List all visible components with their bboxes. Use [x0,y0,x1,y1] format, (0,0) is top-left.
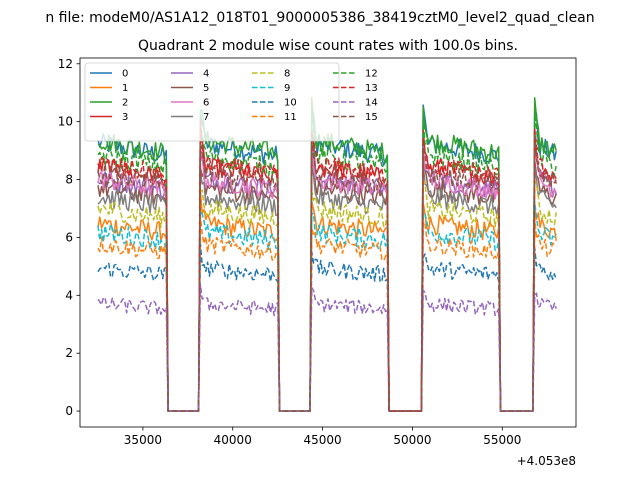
y-tick-label: 4 [65,288,73,302]
x-offset-text: +4.053e8 [517,454,576,468]
legend-label-4: 4 [203,69,209,80]
legend-label-3: 3 [122,112,128,123]
chart-title: Quadrant 2 module wise count rates with … [138,38,518,54]
series-line-14 [97,283,557,412]
y-tick-label: 6 [65,230,73,244]
x-tick-label: 35000 [124,433,162,447]
x-tick-label: 40000 [214,433,252,447]
y-tick-label: 0 [65,404,73,418]
y-tick-label: 12 [58,57,73,71]
legend-label-7: 7 [203,112,209,123]
legend-label-13: 13 [365,83,378,94]
x-tick-label: 50000 [393,433,431,447]
legend-label-1: 1 [122,83,128,94]
legend-label-11: 11 [284,112,297,123]
y-tick-label: 8 [65,173,73,187]
y-tick-label: 2 [65,346,73,360]
legend-label-12: 12 [365,69,378,80]
legend-label-5: 5 [203,83,209,94]
legend-label-15: 15 [365,112,378,123]
legend-label-14: 14 [365,98,378,109]
axes-frame [79,57,577,428]
legend-label-0: 0 [122,69,128,80]
legend-label-8: 8 [284,69,290,80]
legend-box [84,62,340,142]
y-tick-label: 10 [58,115,73,129]
figure-suptitle: n file: modeM0/AS1A12_018T01_9000005386_… [45,10,594,26]
x-tick-label: 55000 [483,433,521,447]
legend-label-9: 9 [284,83,290,94]
legend-label-10: 10 [284,98,297,109]
legend-label-2: 2 [122,98,128,109]
series-line-13 [97,121,557,412]
series-line-15 [97,132,557,412]
legend-label-6: 6 [203,98,209,109]
x-tick-label: 45000 [304,433,342,447]
series-line-9 [97,201,557,412]
plot-area [97,97,557,412]
